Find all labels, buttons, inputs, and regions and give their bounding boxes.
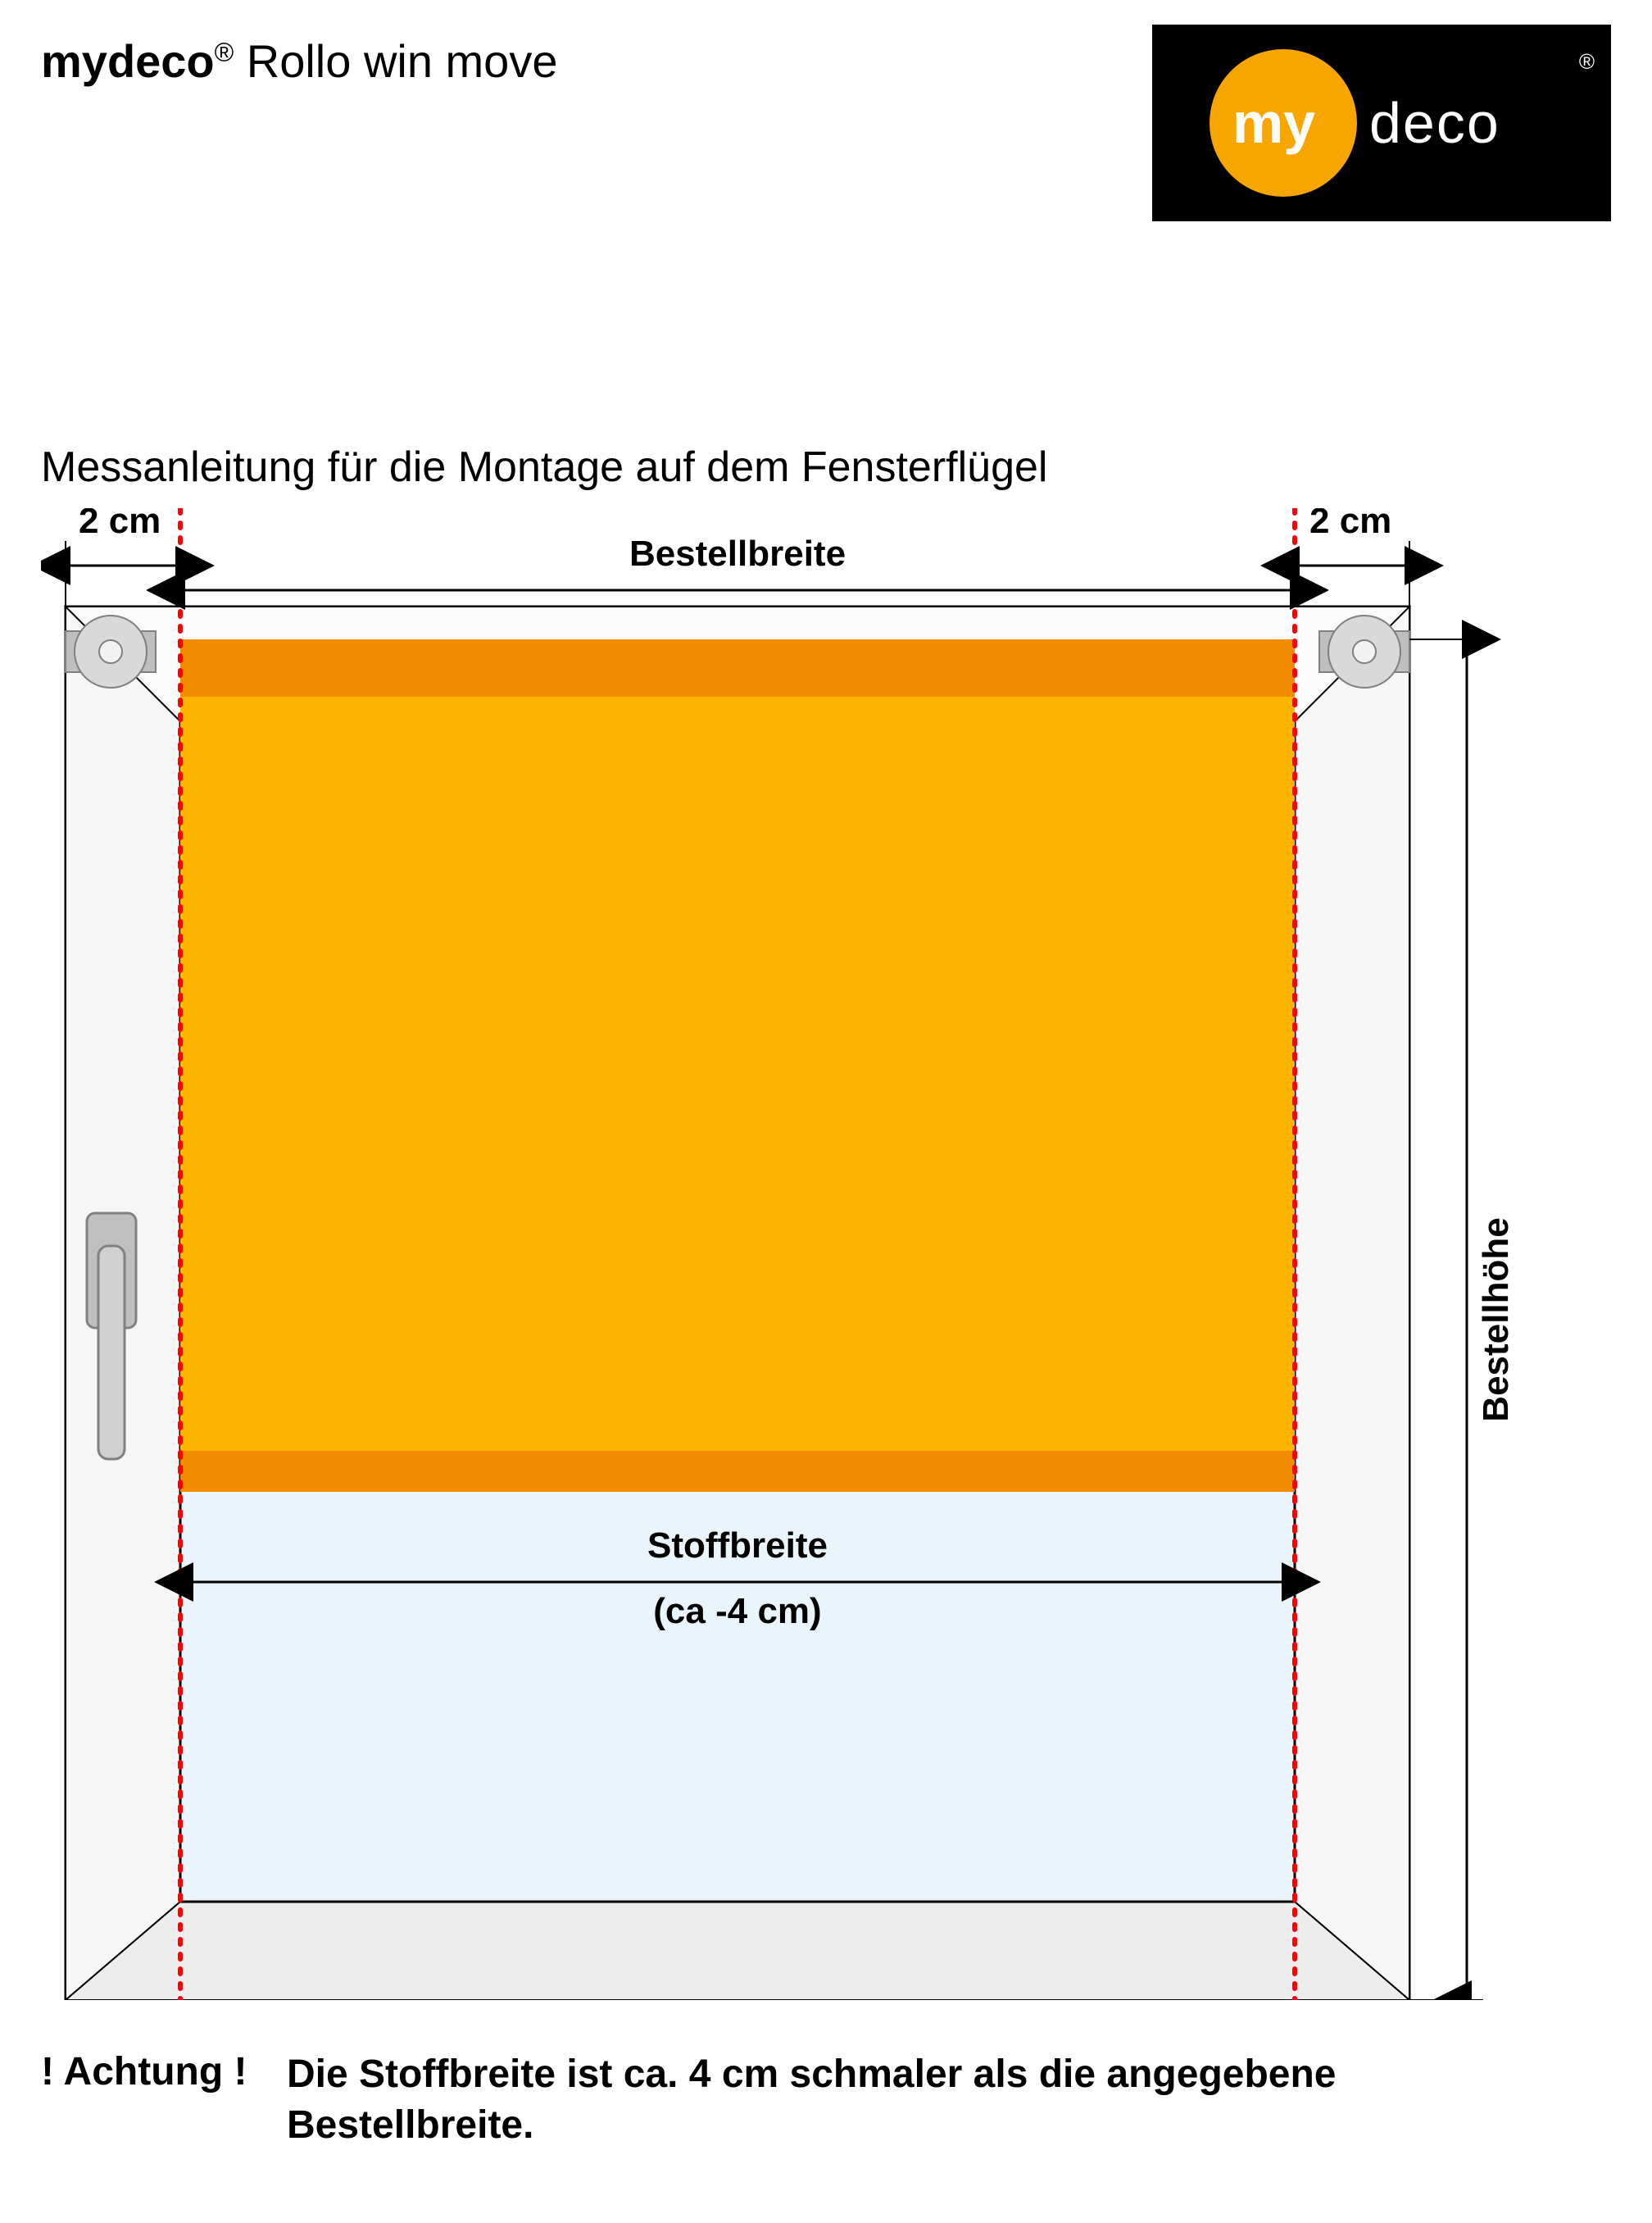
logo-my-text: my (1232, 90, 1315, 156)
brand-logo: my deco ® (1152, 25, 1611, 221)
page-title: mydeco® Rollo win move (41, 34, 557, 88)
label-order-height: Bestellhöhe (1476, 1217, 1516, 1421)
logo-reg: ® (1579, 49, 1595, 75)
warning-label: ! Achtung ! (41, 2049, 287, 2152)
subtitle: Messanleitung für die Montage auf dem Fe… (41, 443, 1047, 492)
warning-message: Die Stoffbreite ist ca. 4 cm schmaler al… (287, 2049, 1516, 2152)
measurement-diagram: 2 cm 2 cm Bestellbreite Bestellhöhe Stof… (41, 508, 1611, 2000)
label-left-margin: 2 cm (79, 508, 161, 541)
label-fabric-note: (ca -4 cm) (653, 1591, 821, 1631)
footer-warning: ! Achtung ! Die Stoffbreite ist ca. 4 cm… (41, 2049, 1516, 2152)
logo-deco-text: deco (1369, 90, 1500, 156)
title-brand: mydeco (41, 35, 215, 87)
label-order-width: Bestellbreite (629, 534, 846, 574)
page: mydeco® Rollo win move my deco ® Messanl… (0, 0, 1652, 2223)
title-reg: ® (215, 37, 234, 66)
title-product: Rollo win move (234, 35, 557, 87)
label-fabric-width: Stoffbreite (647, 1525, 828, 1566)
label-right-margin: 2 cm (1309, 508, 1391, 541)
